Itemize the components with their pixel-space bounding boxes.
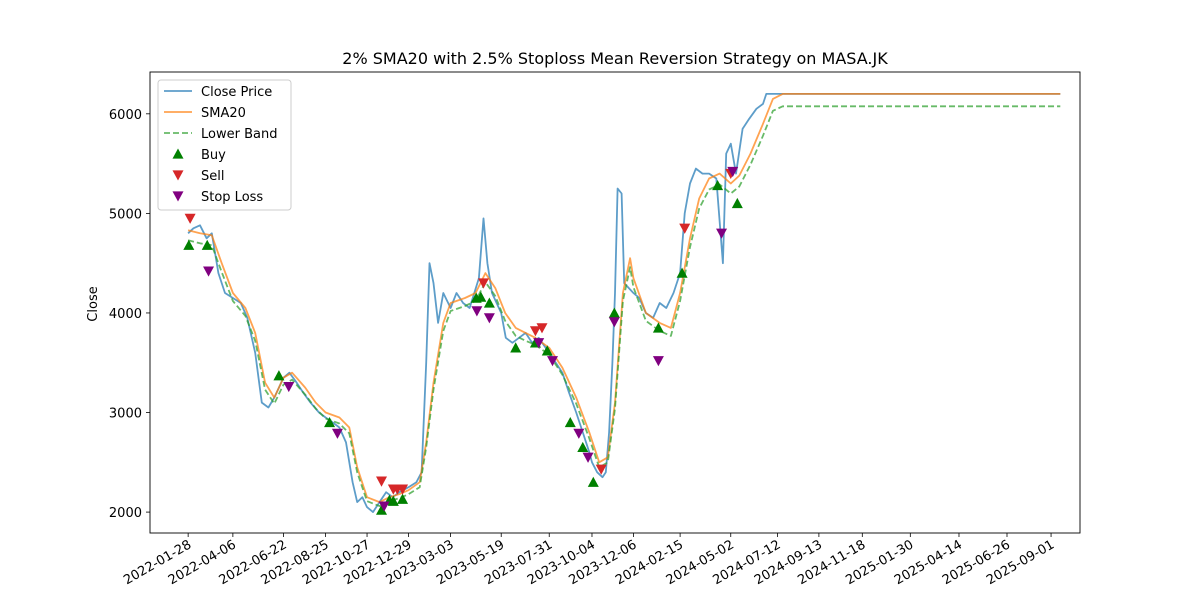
stop-loss-marker bbox=[483, 313, 495, 324]
stop-loss-marker bbox=[547, 356, 559, 367]
stop-loss-marker bbox=[582, 452, 594, 463]
buy-marker bbox=[564, 416, 576, 428]
legend-label-buy: Buy bbox=[201, 148, 226, 163]
buy-marker bbox=[387, 495, 399, 506]
buy-marker bbox=[510, 342, 522, 353]
buy-marker bbox=[397, 493, 409, 504]
y-tick-label: 4000 bbox=[109, 307, 142, 322]
legend-label-sell: Sell bbox=[201, 169, 224, 184]
y-tick-label: 5000 bbox=[109, 207, 142, 222]
stop-loss-marker bbox=[378, 501, 390, 512]
buy-marker bbox=[676, 267, 688, 278]
series-group bbox=[183, 93, 1061, 515]
buy-marker bbox=[652, 322, 664, 333]
buy-marker bbox=[183, 239, 195, 250]
lower-band-line bbox=[187, 105, 1061, 508]
sell-marker bbox=[595, 464, 607, 475]
sell-marker bbox=[184, 213, 196, 224]
legend-label-close-price: Close Price bbox=[201, 85, 272, 100]
legend-label-lower-band: Lower Band bbox=[201, 127, 277, 142]
buy-marker bbox=[608, 307, 620, 318]
y-tick-label: 6000 bbox=[109, 108, 142, 123]
buy-marker bbox=[201, 239, 213, 250]
stop-loss-marker bbox=[573, 428, 585, 439]
legend-label-sma20: SMA20 bbox=[201, 106, 246, 121]
stop-loss-marker bbox=[727, 166, 739, 178]
stop-loss-marker bbox=[716, 228, 728, 239]
sell-marker bbox=[376, 476, 388, 487]
chart-title: 2% SMA20 with 2.5% Stoploss Mean Reversi… bbox=[342, 49, 888, 68]
legend-swatch-buy bbox=[172, 148, 184, 159]
stop-loss-marker bbox=[203, 266, 215, 277]
stop-loss-marker bbox=[471, 306, 483, 317]
buy-marker bbox=[587, 476, 599, 487]
axes-frame bbox=[149, 71, 1081, 534]
y-tick-label: 2000 bbox=[109, 506, 142, 521]
buy-marker bbox=[577, 441, 589, 453]
y-axis-label: Close bbox=[86, 286, 101, 321]
sell-marker bbox=[536, 323, 548, 334]
legend: Close Price SMA20 Lower Band Buy Sell Stop Lo… bbox=[157, 79, 292, 211]
sell-marker bbox=[529, 326, 541, 337]
buy-marker bbox=[541, 345, 553, 356]
sma20-line bbox=[187, 93, 1061, 504]
buy-marker bbox=[712, 180, 724, 191]
legend-swatch-stop-loss bbox=[172, 191, 184, 202]
stop-loss-marker bbox=[652, 356, 664, 367]
stop-loss-marker bbox=[331, 428, 343, 439]
buy-marker bbox=[273, 370, 285, 381]
legend-swatch-sell bbox=[172, 170, 184, 181]
stop-loss-marker bbox=[533, 338, 545, 349]
buy-marker bbox=[475, 291, 487, 302]
buy-marker bbox=[731, 197, 743, 209]
sell-marker bbox=[477, 278, 489, 289]
sell-marker bbox=[679, 223, 691, 234]
y-tick-label: 3000 bbox=[109, 407, 142, 422]
stop-loss-marker bbox=[608, 317, 620, 328]
buy-marker bbox=[376, 504, 388, 515]
legend-label-stop-loss: Stop Loss bbox=[201, 190, 263, 205]
sell-marker bbox=[397, 484, 409, 495]
buy-marker bbox=[483, 297, 495, 308]
stop-loss-marker bbox=[283, 381, 295, 393]
buy-marker bbox=[324, 416, 336, 428]
